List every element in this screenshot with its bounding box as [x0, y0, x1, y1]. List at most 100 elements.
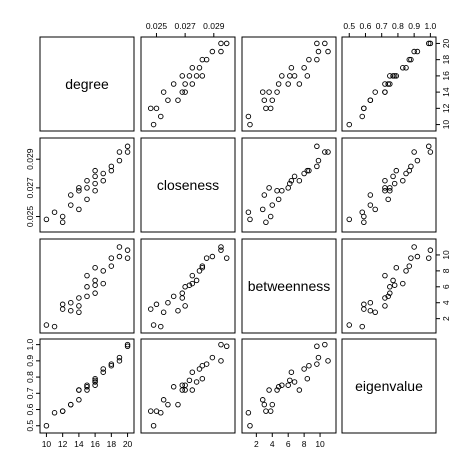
data-point-17	[400, 65, 406, 71]
data-point-6	[160, 309, 167, 316]
data-point-20	[116, 157, 123, 164]
panel-closeness-vs-betweenness	[241, 137, 337, 233]
data-point-5	[367, 299, 374, 306]
tick-label: 0.029	[25, 148, 35, 170]
data-point-9	[275, 81, 282, 87]
data-point-3	[267, 105, 274, 112]
data-point-0	[150, 322, 157, 328]
data-point-15	[199, 264, 206, 271]
data-point-22	[218, 341, 224, 348]
data-point-10	[182, 81, 188, 87]
tick-label: 8	[441, 268, 451, 273]
data-point-10	[285, 81, 291, 87]
data-point-2	[263, 219, 269, 226]
tick-label: 20	[441, 38, 451, 48]
data-point-14	[287, 73, 293, 79]
data-point-3	[59, 408, 66, 414]
data-point-9	[170, 293, 177, 300]
data-point-0	[346, 216, 353, 223]
data-point-13	[92, 173, 98, 180]
panel-frame	[39, 338, 135, 434]
data-point-12	[92, 187, 98, 194]
tick-label: 0.9	[25, 355, 35, 367]
data-point-8	[266, 387, 272, 393]
panel-degree-vs-degree: degree	[39, 36, 135, 132]
data-point-8	[182, 303, 188, 309]
data-point-0	[346, 121, 353, 128]
data-point-17	[100, 280, 106, 287]
data-point-5	[269, 401, 276, 408]
tick-label: 4	[270, 439, 275, 449]
variable-label-betweenness: betweenness	[248, 278, 331, 294]
tick-label: 10	[315, 439, 325, 449]
data-point-5	[68, 202, 74, 208]
data-point-16	[100, 268, 106, 274]
data-point-11	[382, 272, 388, 279]
tick-label: 0.025	[146, 21, 168, 31]
data-point-23	[314, 143, 320, 150]
data-point-6	[372, 206, 378, 213]
data-point-14	[186, 282, 193, 288]
data-point-9	[170, 384, 177, 390]
data-point-6	[372, 309, 378, 316]
data-point-2	[59, 306, 66, 312]
data-point-21	[218, 358, 224, 364]
data-point-9	[84, 293, 90, 300]
data-point-2	[263, 408, 269, 414]
data-point-3	[361, 105, 367, 112]
data-point-5	[269, 202, 276, 208]
data-point-18	[408, 255, 414, 261]
data-point-9	[385, 196, 391, 203]
data-point-3	[267, 408, 274, 414]
data-point-16	[301, 366, 307, 372]
data-point-8	[76, 185, 82, 191]
tick-label: 0.029	[203, 21, 225, 31]
panel-frame	[341, 137, 437, 233]
data-point-23	[426, 255, 432, 261]
data-point-12	[179, 382, 186, 388]
data-point-12	[279, 382, 285, 388]
data-point-10	[387, 185, 393, 191]
data-point-23	[124, 255, 131, 261]
data-point-16	[301, 65, 307, 71]
data-point-18	[314, 163, 320, 170]
data-point-15	[92, 264, 98, 271]
data-point-1	[245, 209, 252, 215]
data-point-22	[322, 40, 328, 47]
data-point-14	[186, 73, 193, 79]
panel-frame	[241, 338, 337, 434]
data-point-20	[315, 354, 322, 361]
data-point-19	[406, 56, 413, 63]
data-point-12	[387, 290, 393, 296]
data-point-5	[68, 299, 74, 306]
tick-label: 0.027	[25, 177, 35, 199]
data-point-8	[266, 185, 272, 191]
data-point-11	[189, 81, 196, 87]
data-point-4	[367, 307, 374, 314]
data-point-14	[391, 73, 398, 79]
data-point-19	[306, 362, 312, 369]
data-point-5	[68, 401, 74, 408]
data-point-0	[43, 423, 50, 429]
data-point-18	[314, 56, 320, 63]
data-point-13	[390, 277, 396, 284]
data-point-12	[179, 290, 186, 296]
data-point-11	[84, 387, 90, 393]
data-point-23	[426, 40, 432, 47]
data-point-19	[406, 263, 413, 269]
data-point-19	[406, 167, 413, 174]
data-point-13	[390, 73, 396, 79]
data-point-22	[218, 40, 224, 47]
data-point-18	[108, 361, 115, 367]
data-point-17	[189, 65, 196, 71]
data-point-4	[68, 192, 74, 198]
data-point-4	[261, 97, 268, 103]
data-point-0	[150, 121, 157, 128]
data-point-3	[59, 213, 66, 220]
data-point-0	[43, 216, 50, 223]
data-point-5	[165, 401, 171, 408]
tick-label: 10	[441, 120, 451, 130]
tick-label: 2	[441, 316, 451, 321]
data-point-13	[193, 73, 200, 79]
